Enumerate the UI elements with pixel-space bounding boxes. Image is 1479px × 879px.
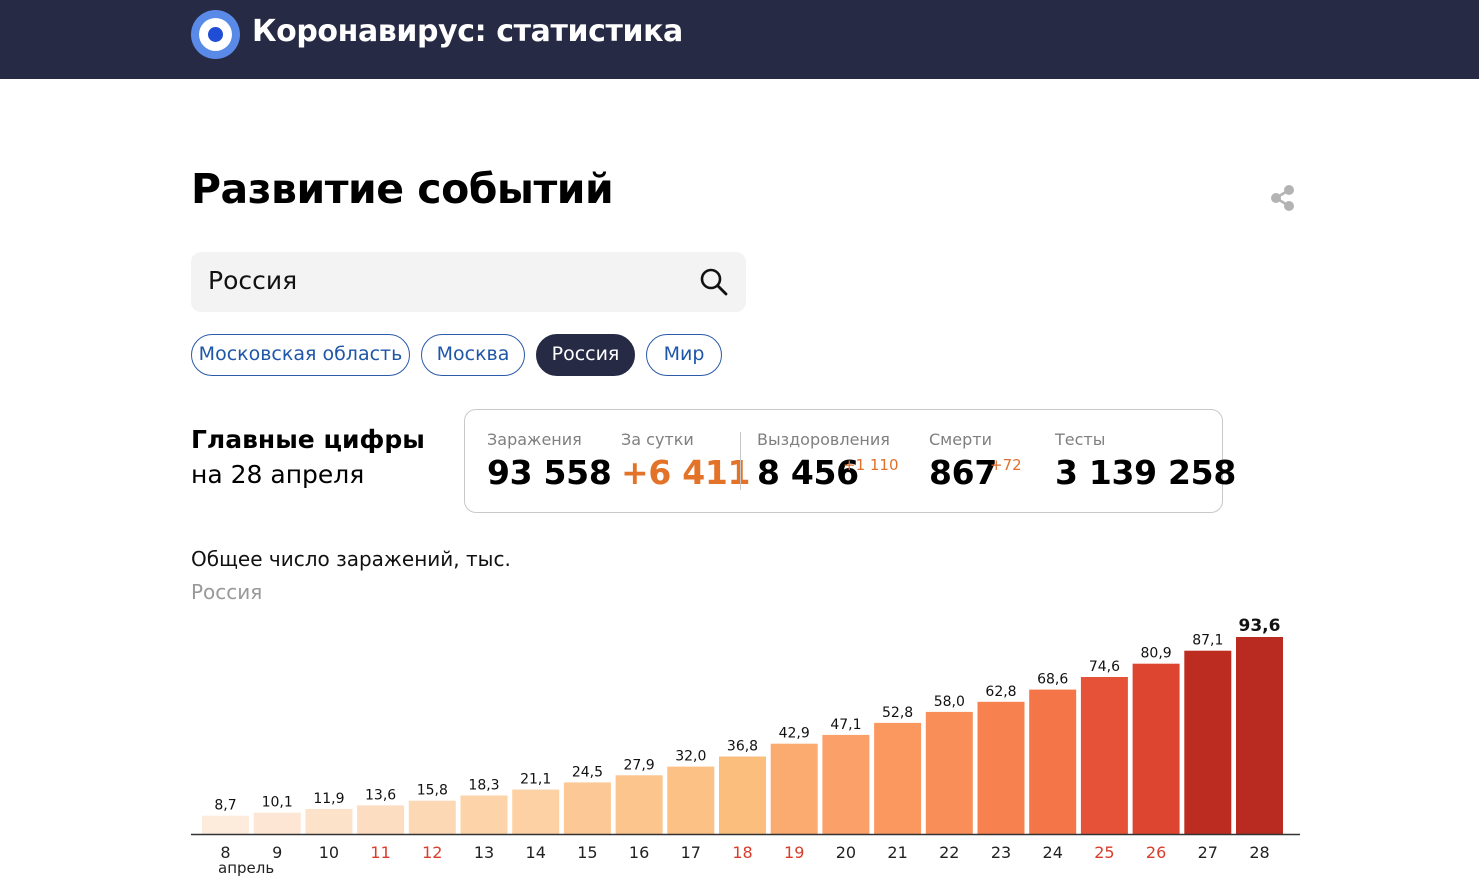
- bar-22[interactable]: [925, 711, 973, 834]
- search-input[interactable]: Россия: [191, 252, 746, 312]
- bar-23[interactable]: [977, 701, 1025, 834]
- recoveries-label: Выздоровления: [757, 430, 890, 449]
- bar-12[interactable]: [408, 800, 456, 834]
- value-label-11: 13,6: [365, 787, 396, 803]
- search-icon[interactable]: [698, 266, 730, 298]
- x-tick-27: 27: [1198, 843, 1218, 862]
- logo-icon[interactable]: [191, 10, 240, 59]
- bar-24[interactable]: [1029, 689, 1077, 834]
- chip-russia[interactable]: Россия: [536, 334, 635, 376]
- value-label-19: 42,9: [779, 726, 810, 742]
- x-tick-16: 16: [629, 843, 649, 862]
- chart-subtitle: Россия: [191, 580, 263, 604]
- bar-11[interactable]: [357, 805, 405, 834]
- value-label-20: 47,1: [830, 717, 861, 733]
- x-tick-25: 25: [1094, 843, 1114, 862]
- value-label-27: 87,1: [1192, 633, 1223, 649]
- logo-dot: [208, 27, 223, 42]
- x-tick-24: 24: [1043, 843, 1063, 862]
- x-tick-15: 15: [577, 843, 597, 862]
- chip-moscow[interactable]: Москва: [421, 334, 525, 376]
- share-icon[interactable]: [1268, 183, 1298, 213]
- bar-25[interactable]: [1080, 677, 1128, 834]
- main-figures-date: на 28 апреля: [191, 460, 365, 489]
- value-label-10: 11,9: [313, 791, 344, 807]
- value-label-13: 18,3: [468, 778, 499, 794]
- x-tick-13: 13: [474, 843, 494, 862]
- value-label-24: 68,6: [1037, 672, 1068, 688]
- infections-value: 93 558: [487, 453, 612, 492]
- recoveries-value: 8 456: [757, 453, 859, 492]
- value-label-14: 21,1: [520, 772, 551, 788]
- deaths-value: 867: [929, 453, 997, 492]
- chart-title: Общее число заражений, тыс.: [191, 547, 511, 571]
- x-tick-17: 17: [681, 843, 701, 862]
- value-label-9: 10,1: [262, 795, 293, 811]
- x-tick-8: 8: [220, 843, 230, 862]
- bar-19[interactable]: [770, 743, 818, 834]
- bar-17[interactable]: [667, 766, 715, 834]
- x-tick-11: 11: [370, 843, 390, 862]
- bar-28[interactable]: [1236, 637, 1283, 834]
- value-label-25: 74,6: [1089, 659, 1120, 675]
- bar-20[interactable]: [822, 734, 870, 834]
- main-figures-title: Главные цифры: [191, 425, 425, 454]
- main-figures-heading: Главные цифры на 28 апреля: [191, 422, 425, 492]
- deaths-label: Смерти: [929, 430, 992, 449]
- bar-18[interactable]: [719, 756, 766, 835]
- app-header: Коронавирус: статистика: [0, 0, 1479, 79]
- bar-10[interactable]: [305, 809, 353, 834]
- x-tick-20: 20: [836, 843, 856, 862]
- infections-label: Заражения: [487, 430, 582, 449]
- x-tick-14: 14: [526, 843, 546, 862]
- stats-divider: [740, 432, 741, 490]
- bar-26[interactable]: [1132, 663, 1180, 834]
- value-label-18: 36,8: [727, 739, 758, 755]
- bar-9[interactable]: [253, 812, 301, 834]
- bar-21[interactable]: [874, 722, 922, 834]
- recoveries-delta: +1 110: [843, 456, 899, 474]
- value-label-21: 52,8: [882, 705, 913, 721]
- bar-16[interactable]: [615, 775, 663, 834]
- x-tick-28: 28: [1249, 843, 1269, 862]
- search-value: Россия: [208, 266, 298, 295]
- x-tick-26: 26: [1146, 843, 1166, 862]
- tests-label: Тесты: [1055, 430, 1106, 449]
- tests-value: 3 139 258: [1055, 453, 1237, 492]
- bar-14[interactable]: [512, 789, 560, 834]
- value-label-23: 62,8: [985, 684, 1016, 700]
- value-label-12: 15,8: [417, 783, 448, 799]
- deaths-delta: +72: [990, 456, 1022, 474]
- bar-13[interactable]: [460, 795, 508, 835]
- bar-15[interactable]: [563, 782, 611, 834]
- x-axis-month-label: апрель: [218, 859, 274, 877]
- value-label-28: 93,6: [1239, 616, 1281, 636]
- value-label-22: 58,0: [934, 694, 965, 710]
- per-day-value: +6 411: [621, 453, 751, 492]
- x-tick-9: 9: [272, 843, 282, 862]
- value-label-15: 24,5: [572, 764, 603, 780]
- x-tick-18: 18: [732, 843, 752, 862]
- per-day-label: За сутки: [621, 430, 694, 449]
- x-tick-22: 22: [939, 843, 959, 862]
- value-label-26: 80,9: [1141, 646, 1172, 662]
- infections-bar-chart: 8,7 8 10,1 9 11,9 10 13,6 11 15,8 12 18,3 13 21,1 14 2…: [191, 616, 1300, 877]
- chip-world[interactable]: Мир: [646, 334, 722, 376]
- value-label-8: 8,7: [214, 798, 236, 814]
- x-tick-12: 12: [422, 843, 442, 862]
- chip-moscow-oblast[interactable]: Московская область: [191, 334, 410, 376]
- x-tick-19: 19: [784, 843, 804, 862]
- x-tick-10: 10: [319, 843, 339, 862]
- value-label-17: 32,0: [675, 749, 706, 765]
- bar-27[interactable]: [1184, 650, 1232, 834]
- header-title[interactable]: Коронавирус: статистика: [252, 14, 683, 49]
- value-label-16: 27,9: [624, 757, 655, 773]
- page-title: Развитие событий: [191, 165, 614, 213]
- bar-8[interactable]: [202, 815, 249, 834]
- x-tick-23: 23: [991, 843, 1011, 862]
- x-tick-21: 21: [887, 843, 907, 862]
- stats-panel: Заражения 93 558 За сутки +6 411 Выздоро…: [464, 409, 1236, 513]
